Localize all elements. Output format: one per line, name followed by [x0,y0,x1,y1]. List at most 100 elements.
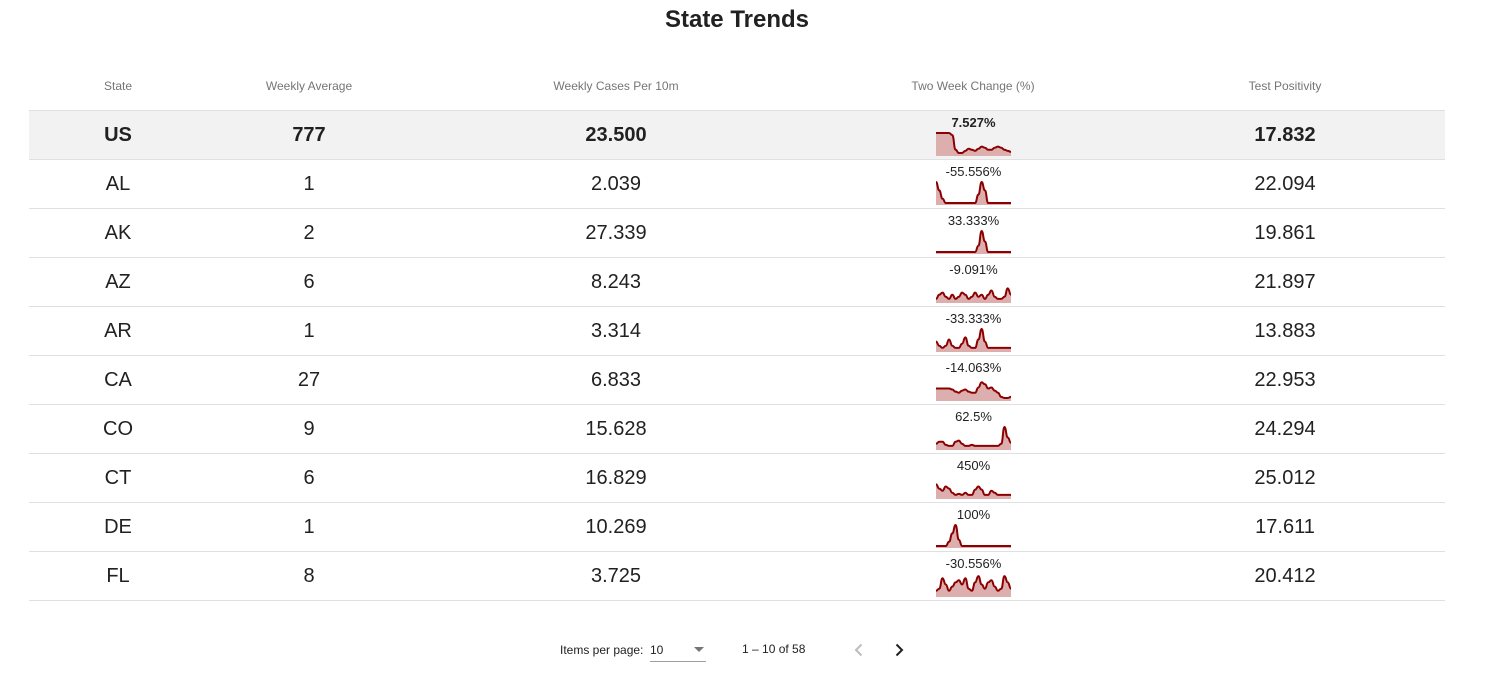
page-size-value: 10 [650,643,664,657]
table-row[interactable]: AK 2 27.339 19.861 33.333% [29,209,1445,258]
state-cell: DE [104,515,132,538]
trend-sparkline [936,425,1011,450]
weekly-average-cell: 6 [303,466,315,489]
two-week-change-value: 7.527% [951,115,996,130]
column-header-weekly-cases[interactable]: Weekly Cases Per 10m [553,78,679,93]
column-header-weekly-average[interactable]: Weekly Average [265,78,353,93]
weekly-cases-cell: 3.725 [590,564,642,587]
two-week-change-value: -55.556% [945,164,1002,179]
two-week-change-cell: -30.556% [936,552,1011,600]
two-week-change-value: 450% [956,458,991,473]
state-cell: US [104,123,132,146]
weekly-cases-cell: 2.039 [590,172,642,195]
previous-page-button[interactable] [845,636,873,664]
weekly-average-cell: 1 [303,515,315,538]
state-cell: FL [106,564,130,587]
sparkline-line [936,575,1011,592]
test-positivity-cell: 19.861 [1254,221,1316,244]
trend-sparkline [936,287,1011,303]
two-week-change-value: 33.333% [947,213,1000,228]
table-row[interactable]: DE 1 10.269 17.611 100% [29,503,1445,552]
two-week-change-value: 100% [956,507,991,522]
table-row[interactable]: CA 27 6.833 22.953 -14.063% [29,356,1445,405]
column-header-two-week-change[interactable]: Two Week Change (%) [911,78,1035,93]
two-week-change-cell: 33.333% [936,209,1011,257]
sparkline-line [936,425,1011,447]
weekly-cases-cell: 3.314 [590,319,642,342]
two-week-change-value: 62.5% [955,409,992,424]
weekly-average-cell: 8 [303,564,315,587]
test-positivity-cell: 24.294 [1254,417,1316,440]
table-row[interactable]: FL 8 3.725 20.412 -30.556% [29,552,1445,601]
test-positivity-cell: 17.832 [1254,123,1316,146]
table-row[interactable]: AR 1 3.314 13.883 -33.333% [29,307,1445,356]
table-row[interactable]: CT 6 16.829 25.012 450% [29,454,1445,503]
state-cell: AR [104,319,132,342]
trend-sparkline [936,229,1011,254]
column-header-test-positivity[interactable]: Test Positivity [1248,78,1322,93]
triangle-down-icon [694,647,704,652]
sparkline-line [936,229,1011,253]
sparkline-line [936,381,1011,399]
chevron-right-icon [895,643,904,657]
two-week-change-cell: 450% [936,454,1011,502]
paginator: Items per page: 10 1 – 10 of 58 [0,632,1490,668]
table-header: State Weekly Average Weekly Cases Per 10… [29,61,1445,111]
sparkline-line [936,180,1011,204]
table-row[interactable]: AZ 6 8.243 21.897 -9.091% [29,258,1445,307]
sparkline-area [936,382,1011,401]
page-size-select[interactable]: 10 [650,636,706,662]
weekly-average-cell: 27 [297,368,321,391]
weekly-average-cell: 2 [303,221,315,244]
sparkline-area [936,231,1011,254]
weekly-average-cell: 1 [303,172,315,195]
test-positivity-cell: 25.012 [1254,466,1316,489]
next-page-button[interactable] [885,636,913,664]
weekly-average-cell: 6 [303,270,315,293]
table-body: US 777 23.500 17.832 7.527% AL 1 2.039 22.094 -55… [29,111,1445,601]
sparkline-line [936,132,1011,154]
sparkline-line [936,327,1011,349]
trend-sparkline [936,381,1011,401]
sparkline-area [936,427,1011,450]
test-positivity-cell: 21.897 [1254,270,1316,293]
two-week-change-value: -30.556% [945,556,1002,571]
weekly-cases-cell: 8.243 [590,270,642,293]
weekly-cases-cell: 16.829 [585,466,647,489]
page-title: State Trends [664,6,810,33]
two-week-change-cell: 62.5% [936,405,1011,453]
table-row[interactable]: US 777 23.500 17.832 7.527% [29,111,1445,160]
sparkline-line [936,523,1011,547]
weekly-cases-cell: 27.339 [585,221,647,244]
items-per-page-label: Items per page: [560,643,644,657]
trend-sparkline [936,327,1011,352]
table-row[interactable]: AL 1 2.039 22.094 -55.556% [29,160,1445,209]
state-cell: AL [105,172,131,195]
sparkline-area [936,525,1011,548]
sparkline-area [936,133,1011,156]
sparkline-area [936,182,1011,205]
two-week-change-value: -33.333% [945,311,1002,326]
weekly-cases-cell: 23.500 [585,123,647,146]
two-week-change-cell: 7.527% [936,111,1011,159]
test-positivity-cell: 17.611 [1255,515,1315,538]
weekly-cases-cell: 6.833 [590,368,642,391]
column-header-state[interactable]: State [103,78,133,93]
weekly-average-cell: 777 [292,123,326,146]
two-week-change-value: -14.063% [945,360,1002,375]
trend-sparkline [936,575,1011,597]
two-week-change-cell: -9.091% [936,258,1011,306]
two-week-change-cell: -55.556% [936,160,1011,208]
weekly-cases-cell: 10.269 [585,515,647,538]
weekly-average-cell: 9 [303,417,315,440]
state-cell: CT [104,466,132,489]
two-week-change-cell: 100% [936,503,1011,551]
trend-sparkline [936,132,1011,156]
table-row[interactable]: CO 9 15.628 24.294 62.5% [29,405,1445,454]
trend-sparkline [936,483,1011,499]
state-cell: CA [104,368,132,391]
state-cell: CO [103,417,133,440]
trend-sparkline [936,523,1011,548]
sparkline-line [936,287,1011,300]
